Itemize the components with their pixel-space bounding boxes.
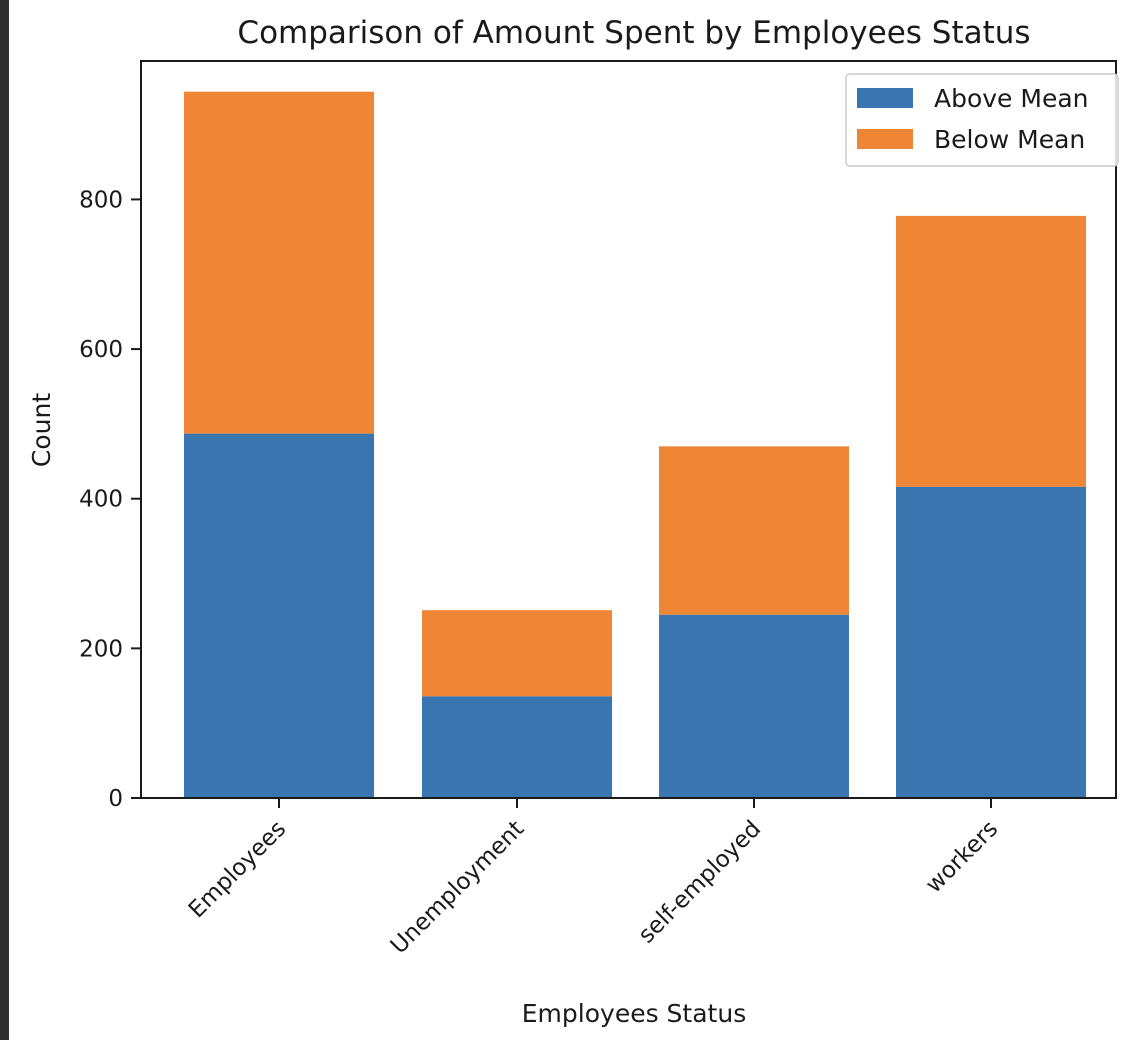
bar-below-mean-unemployment — [422, 610, 612, 697]
legend: Above Mean Below Mean — [845, 73, 1119, 167]
y-tick-label: 0 — [108, 786, 123, 812]
bar-below-mean-employees — [184, 91, 374, 434]
y-tick-label: 400 — [79, 487, 123, 513]
y-tick-label: 600 — [79, 337, 123, 363]
bar-below-mean-workers — [896, 215, 1086, 487]
chart-title: Comparison of Amount Spent by Employees … — [237, 15, 1030, 51]
legend-swatch-above-mean — [857, 88, 913, 108]
y-axis: 0 200 400 600 800 — [79, 187, 141, 812]
legend-swatch-below-mean — [857, 129, 913, 149]
x-tick-label: self-employed — [634, 816, 767, 949]
y-tick-label: 200 — [79, 636, 123, 662]
legend-box — [845, 73, 1119, 167]
x-axis-label: Employees Status — [522, 999, 746, 1028]
x-axis: Employees Unemployment self-employed worker… — [184, 798, 1003, 959]
x-tick-label: workers — [921, 816, 1003, 898]
bar-above-mean-self-employed — [659, 614, 849, 798]
bar-below-mean-self-employed — [659, 446, 849, 615]
legend-label-below-mean: Below Mean — [934, 125, 1085, 154]
x-tick-label: Employees — [184, 816, 291, 923]
y-tick-label: 800 — [79, 187, 123, 213]
bars-group — [184, 91, 1086, 798]
legend-label-above-mean: Above Mean — [934, 84, 1089, 113]
bar-above-mean-employees — [184, 433, 374, 798]
bar-above-mean-unemployment — [422, 696, 612, 798]
plot-frame — [140, 60, 1117, 799]
window-edge — [0, 0, 9, 1040]
bar-above-mean-workers — [896, 486, 1086, 798]
x-tick-label: Unemployment — [386, 816, 529, 959]
y-axis-label: Count — [27, 393, 56, 467]
